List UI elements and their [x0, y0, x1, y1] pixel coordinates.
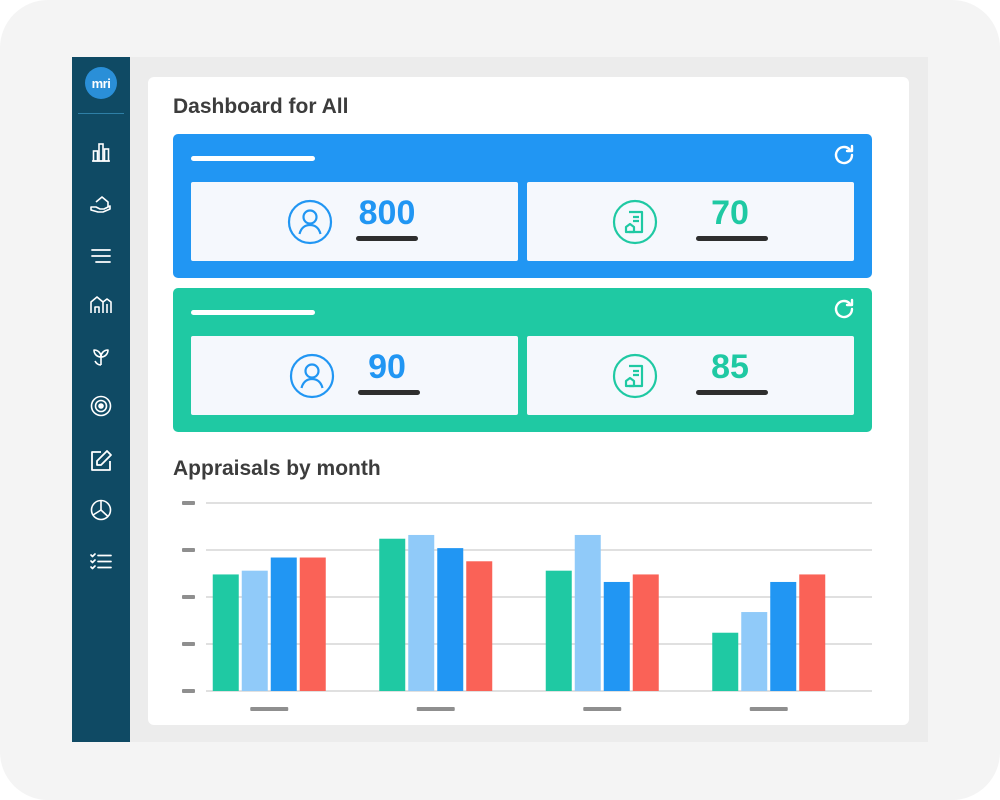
bar [632, 574, 659, 691]
menu-icon[interactable] [89, 244, 113, 268]
bar [545, 570, 572, 691]
y-tick-label-placeholder [182, 595, 195, 599]
bar [379, 538, 406, 691]
stat-value: 70 [711, 194, 749, 232]
group-title-placeholder [191, 156, 315, 161]
sidebar-divider [78, 113, 124, 114]
bar [574, 534, 601, 691]
logo[interactable]: mri [85, 67, 117, 99]
stat-value: 800 [358, 194, 416, 232]
dashboard-panel: Dashboard for All 800 [148, 77, 909, 725]
x-tick-label-placeholder [416, 707, 455, 711]
bar [603, 581, 630, 691]
stat-label-placeholder [696, 390, 768, 395]
document-house-icon [612, 199, 658, 245]
appraisals-bar-chart [182, 501, 872, 711]
refresh-icon[interactable] [832, 297, 856, 321]
stat-label-placeholder [696, 236, 768, 241]
bar [241, 570, 268, 691]
stat-label-placeholder [356, 236, 418, 241]
stat-label-placeholder [358, 390, 420, 395]
user-icon [287, 199, 333, 245]
y-tick-label-placeholder [182, 501, 195, 505]
bar [437, 548, 464, 691]
hand-house-icon[interactable] [89, 192, 113, 216]
document-house-icon [612, 353, 658, 399]
y-tick-label-placeholder [182, 642, 195, 646]
summary-group-green: 90 85 [173, 288, 872, 432]
checklist-icon[interactable] [89, 550, 113, 574]
bar [712, 632, 739, 691]
buildings-icon[interactable] [89, 292, 113, 316]
stat-card[interactable]: 800 [191, 182, 518, 261]
bar [741, 612, 768, 691]
app-screen: mri [72, 57, 928, 742]
stat-card[interactable]: 90 [191, 336, 518, 415]
stat-card[interactable]: 85 [527, 336, 854, 415]
x-tick-label-placeholder [250, 707, 289, 711]
bar [299, 557, 326, 691]
group-title-placeholder [191, 310, 315, 315]
x-tick-label-placeholder [583, 707, 622, 711]
bar [408, 534, 435, 691]
summary-group-blue: 800 70 [173, 134, 872, 278]
refresh-icon[interactable] [832, 143, 856, 167]
y-tick-label-placeholder [182, 689, 195, 693]
bar [770, 581, 797, 691]
user-icon [289, 353, 335, 399]
leaf-icon[interactable] [89, 344, 113, 368]
stat-value: 85 [711, 348, 749, 386]
sidebar: mri [72, 57, 130, 742]
bar [799, 574, 826, 691]
bar [212, 574, 239, 691]
pie-chart-icon[interactable] [89, 498, 113, 522]
stat-value: 90 [368, 348, 406, 386]
bar [270, 557, 297, 691]
page-title: Dashboard for All [173, 95, 349, 118]
x-tick-label-placeholder [749, 707, 788, 711]
bar-chart-icon[interactable] [89, 140, 113, 164]
stat-card[interactable]: 70 [527, 182, 854, 261]
bar [466, 561, 493, 691]
chart-title: Appraisals by month [173, 457, 381, 480]
y-tick-label-placeholder [182, 548, 195, 552]
edit-icon[interactable] [89, 449, 113, 473]
target-icon[interactable] [89, 394, 113, 418]
